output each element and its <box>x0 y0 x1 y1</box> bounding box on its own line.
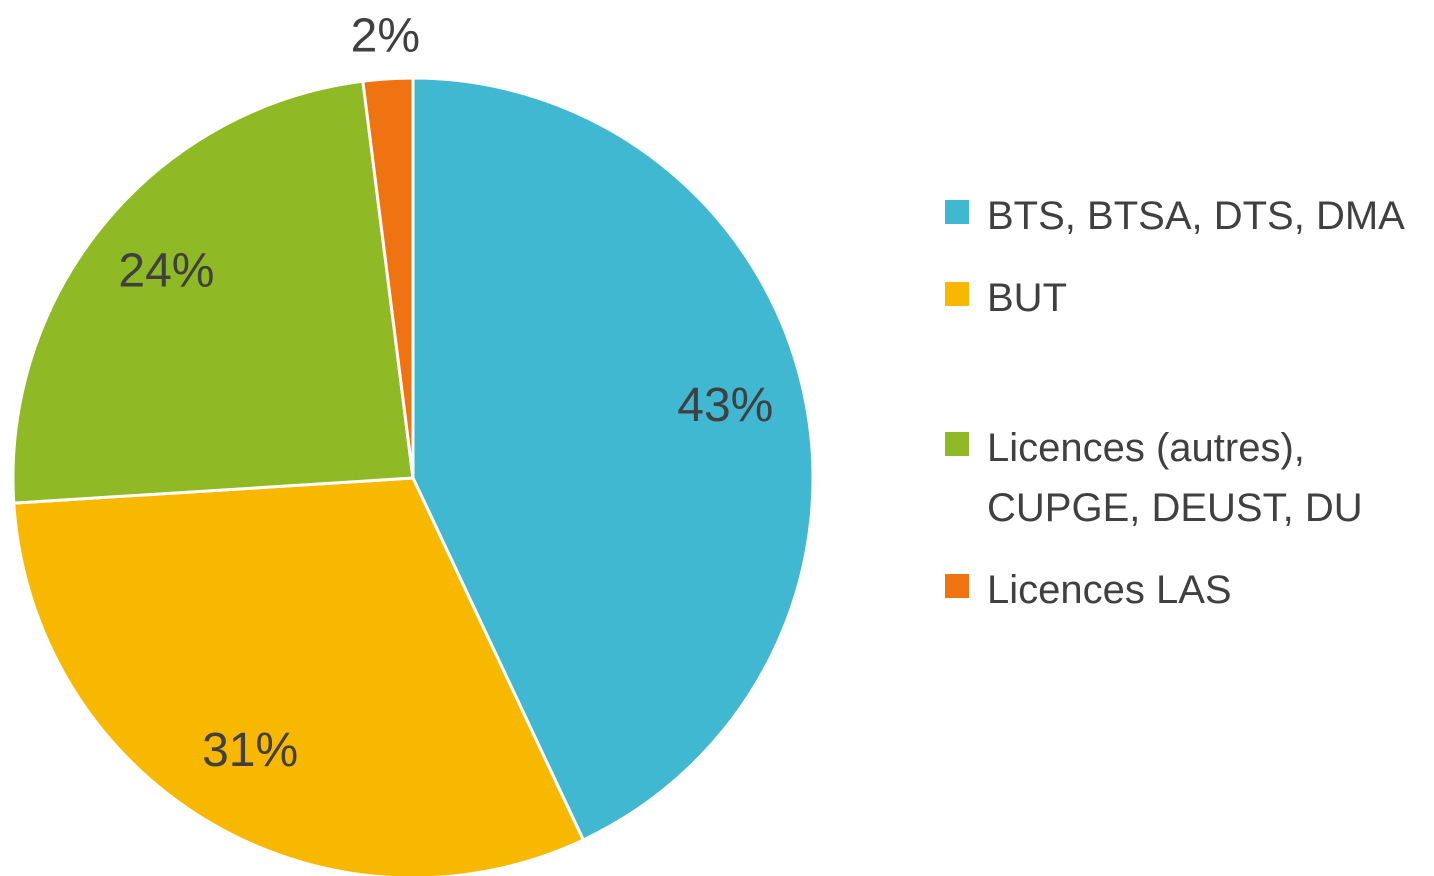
pie-slice <box>12 476 586 876</box>
legend-item: BTS, BTSA, DTS, DMA <box>945 186 1425 246</box>
legend-swatch <box>945 432 969 456</box>
data-label: 2% <box>351 10 420 63</box>
legend-item: BUT <box>945 268 1425 328</box>
legend-swatch <box>945 574 969 598</box>
legend-item: Licences (autres), CUPGE, DEUST, DU <box>945 418 1425 538</box>
legend-item: Licences LAS <box>945 560 1425 620</box>
legend-label: BTS, BTSA, DTS, DMA <box>987 194 1405 238</box>
chart: 43% 31% 24% 2% <box>11 10 815 876</box>
legend-label: BUT <box>987 276 1067 320</box>
legend-label: Licences LAS <box>987 568 1232 612</box>
legend-swatch <box>945 282 969 306</box>
data-label: 24% <box>118 245 214 298</box>
legend-swatch <box>945 200 969 224</box>
pie-slice <box>411 76 815 842</box>
data-label: 31% <box>202 724 298 777</box>
pie-slice <box>361 76 415 479</box>
legend-label: Licences (autres), CUPGE, DEUST, DU <box>987 426 1363 530</box>
pie-slice <box>11 79 415 505</box>
legend: BTS, BTSA, DTS, DMA BUT Licences (autres),… <box>945 186 1425 642</box>
data-label: 43% <box>677 379 773 432</box>
